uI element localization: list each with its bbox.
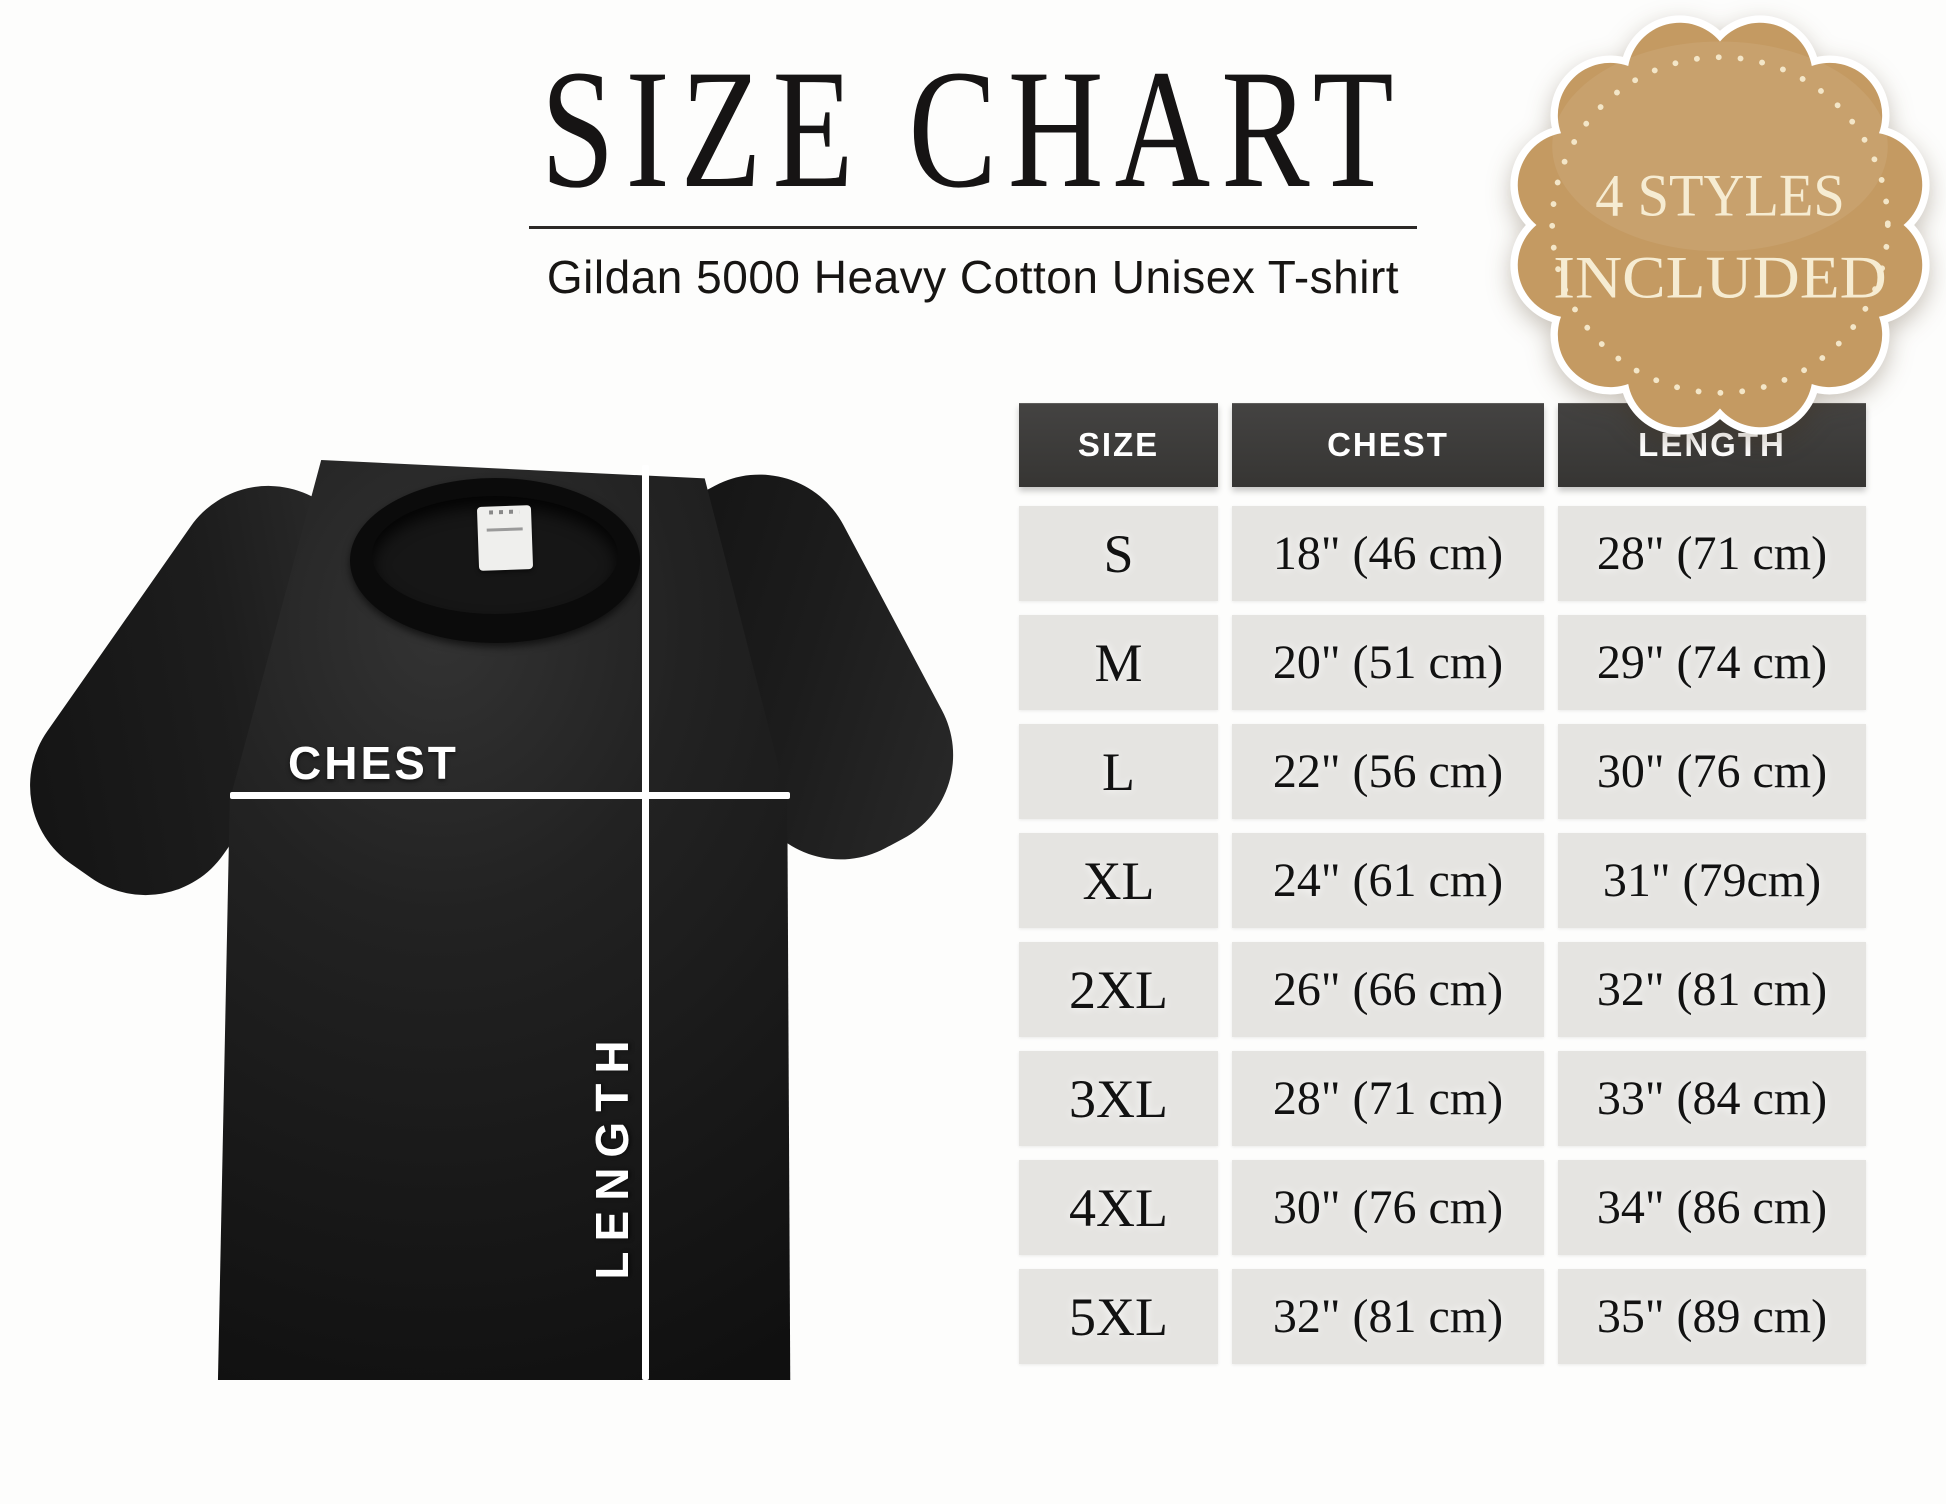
page-title: SIZE CHART: [541, 35, 1405, 223]
size-cell: M: [1019, 615, 1218, 710]
title-divider: [529, 226, 1417, 229]
header: SIZE CHART Gildan 5000 Heavy Cotton Unis…: [0, 0, 1946, 307]
tag-print-line: [486, 527, 523, 532]
size-table: SIZE CHEST LENGTH S 18" (46 cm) 28" (71 …: [1019, 403, 1866, 1364]
badge-text-line2: INCLUDED: [1553, 244, 1887, 311]
header-cell-length: LENGTH: [1558, 403, 1866, 487]
size-cell: 3XL: [1019, 1051, 1218, 1146]
table-body: S 18" (46 cm) 28" (71 cm) M 20" (51 cm) …: [1019, 506, 1866, 1364]
length-label: LENGTH: [586, 1030, 638, 1280]
table-header-row: SIZE CHEST LENGTH: [1019, 403, 1866, 487]
chest-cell: 22" (56 cm): [1232, 724, 1544, 819]
length-cell: 33" (84 cm): [1558, 1051, 1866, 1146]
styles-included-badge: 4 STYLES INCLUDED: [1510, 15, 1930, 435]
length-cell: 29" (74 cm): [1558, 615, 1866, 710]
badge-text-line1: 4 STYLES: [1595, 163, 1845, 230]
chest-cell: 20" (51 cm): [1232, 615, 1544, 710]
chest-cell: 30" (76 cm): [1232, 1160, 1544, 1255]
size-cell: 4XL: [1019, 1160, 1218, 1255]
header-cell-chest: CHEST: [1232, 403, 1544, 487]
chest-cell: 18" (46 cm): [1232, 506, 1544, 601]
chest-measure-line: [230, 792, 790, 799]
chest-cell: 24" (61 cm): [1232, 833, 1544, 928]
length-cell: 35" (89 cm): [1558, 1269, 1866, 1364]
length-cell: 28" (71 cm): [1558, 506, 1866, 601]
badge-highlight: [1552, 41, 1888, 252]
size-cell: S: [1019, 506, 1218, 601]
size-cell: 2XL: [1019, 942, 1218, 1037]
length-cell: 32" (81 cm): [1558, 942, 1866, 1037]
length-cell: 31" (79cm): [1558, 833, 1866, 928]
badge-dotted-ring: [1549, 54, 1891, 396]
header-cell-size: SIZE: [1019, 403, 1218, 487]
chest-label: CHEST: [288, 737, 459, 789]
badge-seal-shape: [1517, 22, 1923, 428]
chest-cell: 26" (66 cm): [1232, 942, 1544, 1037]
chest-cell: 28" (71 cm): [1232, 1051, 1544, 1146]
tag-stitching: [489, 509, 520, 515]
page-subtitle: Gildan 5000 Heavy Cotton Unisex T-shirt: [546, 251, 1400, 303]
length-measure-line: [642, 465, 649, 1380]
size-cell: L: [1019, 724, 1218, 819]
length-cell: 34" (86 cm): [1558, 1160, 1866, 1255]
size-cell: XL: [1019, 833, 1218, 928]
length-cell: 30" (76 cm): [1558, 724, 1866, 819]
tshirt-diagram: CHEST LENGTH: [0, 440, 987, 1400]
chest-cell: 32" (81 cm): [1232, 1269, 1544, 1364]
size-cell: 5XL: [1019, 1269, 1218, 1364]
tshirt-neck-tag: [476, 505, 534, 571]
